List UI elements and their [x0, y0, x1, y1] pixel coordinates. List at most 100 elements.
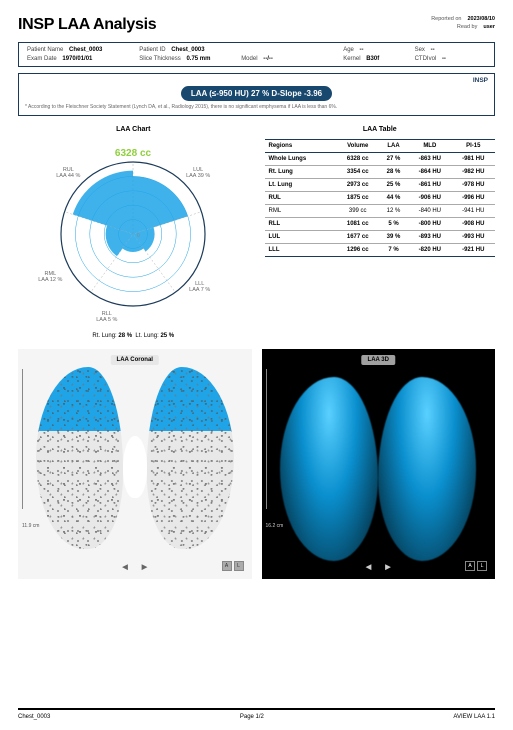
table-row: RUL1875 cc44 %-906 HU-996 HU: [265, 192, 496, 205]
table-cell: 1677 cc: [337, 231, 379, 244]
read-by-value: user: [483, 24, 495, 30]
ori-a: A: [465, 561, 475, 571]
lung-right-ct: [147, 367, 234, 549]
table-cell: -820 HU: [408, 244, 451, 257]
table-cell: -981 HU: [452, 153, 495, 166]
3d-scale: 16.2 cm: [266, 523, 284, 529]
patient-info-box: Patient Name Chest_0003 Patient ID Chest…: [18, 42, 495, 67]
svg-text:6328 cc: 6328 cc: [115, 148, 152, 159]
mediastinum: [123, 436, 147, 498]
model-value: --/--: [263, 56, 273, 62]
kernel-label: Kernel: [343, 56, 360, 62]
table-cell: 1875 cc: [337, 192, 379, 205]
table-cell: LUL: [265, 231, 337, 244]
patient-name-label: Patient Name: [27, 47, 63, 53]
table-cell: 5 %: [379, 218, 408, 231]
table-cell: -996 HU: [452, 192, 495, 205]
table-row: Lt. Lung2973 cc25 %-861 HU-978 HU: [265, 179, 496, 192]
pager-next[interactable]: ▶: [142, 563, 147, 571]
laa-table: RegionsVolumeLAAMLDPI-15Whole Lungs6328 …: [265, 139, 496, 257]
table-cell: 27 %: [379, 153, 408, 166]
table-header: Volume: [337, 140, 379, 153]
coronal-panel[interactable]: LAA Coronal 11.9 cm ◀ ▶ A L: [18, 349, 252, 579]
rt-lung-value: 28 %: [118, 333, 132, 339]
read-by-label: Read by: [457, 24, 478, 30]
summary-box: INSP LAA (≤-950 HU) 27 % D-Slope -3.96 *…: [18, 73, 495, 116]
reported-on-value: 2023/08/10: [467, 16, 495, 22]
table-cell: 2973 cc: [337, 179, 379, 192]
table-cell: -921 HU: [452, 244, 495, 257]
image-panels-row: LAA Coronal 11.9 cm ◀ ▶ A L LAA 3D 16.2 …: [18, 349, 495, 579]
table-cell: 39 %: [379, 231, 408, 244]
summary-pill: LAA (≤-950 HU) 27 % D-Slope -3.96: [181, 86, 332, 101]
pager-prev[interactable]: ◀: [122, 563, 127, 571]
table-cell: 6328 cc: [337, 153, 379, 166]
polar-chart: 6328 cc0 RULLAA 44 % LULLAA 39 % RMLLAA …: [38, 139, 228, 329]
coronal-pager: ◀ ▶: [122, 563, 147, 571]
table-cell: 1081 cc: [337, 218, 379, 231]
page-footer: Chest_0003 Page 1/2 AVIEW LAA 1.1: [18, 708, 495, 720]
table-cell: RLL: [265, 218, 337, 231]
ctdi-value: --: [442, 56, 446, 62]
header-meta: Reported on 2023/08/10 Read by user: [431, 16, 495, 31]
table-cell: 7 %: [379, 244, 408, 257]
table-header: Regions: [265, 140, 337, 153]
table-cell: 399 cc: [337, 205, 379, 218]
table-cell: -861 HU: [408, 179, 451, 192]
table-cell: 25 %: [379, 179, 408, 192]
table-title: LAA Table: [265, 126, 496, 133]
table-cell: -993 HU: [452, 231, 495, 244]
table-row: LLL1296 cc7 %-820 HU-921 HU: [265, 244, 496, 257]
chart-table-row: LAA Chart 6328 cc0 RULLAA 44 % LULLAA 39…: [18, 126, 495, 339]
sex-label: Sex: [415, 47, 425, 53]
3d-panel-label: LAA 3D: [362, 355, 395, 365]
table-row: LUL1677 cc39 %-893 HU-993 HU: [265, 231, 496, 244]
exam-date-value: 1970/01/01: [62, 56, 92, 62]
table-row: RLL1081 cc5 %-800 HU-908 HU: [265, 218, 496, 231]
table-cell: 28 %: [379, 166, 408, 179]
table-row: Rt. Lung3354 cc28 %-864 HU-982 HU: [265, 166, 496, 179]
table-cell: -863 HU: [408, 153, 451, 166]
footer-center: Page 1/2: [240, 714, 264, 720]
polar-label-rml: RMLLAA 12 %: [38, 271, 62, 283]
reported-on-label: Reported on: [431, 16, 461, 22]
polar-label-rul: RULLAA 44 %: [56, 167, 80, 179]
patient-id-label: Patient ID: [139, 47, 165, 53]
lung-left-3d: [280, 377, 378, 561]
table-row: RML399 cc12 %-840 HU-941 HU: [265, 205, 496, 218]
slice-value: 0.75 mm: [186, 56, 210, 62]
coronal-scale: 11.9 cm: [22, 523, 39, 529]
slice-label: Slice Thickness: [139, 56, 181, 62]
pager-next[interactable]: ▶: [385, 563, 390, 571]
page-title: INSP LAA Analysis: [18, 16, 156, 34]
ori-l: L: [477, 561, 487, 571]
coronal-orientation: A L: [222, 561, 244, 571]
ori-a: A: [222, 561, 232, 571]
table-cell: RML: [265, 205, 337, 218]
coronal-ruler: [22, 369, 26, 509]
table-row: Whole Lungs6328 cc27 %-863 HU-981 HU: [265, 153, 496, 166]
polar-label-rll: RLLLAA 5 %: [96, 311, 117, 323]
table-cell: -840 HU: [408, 205, 451, 218]
table-cell: -906 HU: [408, 192, 451, 205]
patient-id-value: Chest_0003: [171, 47, 204, 53]
polar-legend: Rt. Lung: 28 % Lt. Lung: 25 %: [92, 333, 174, 339]
coronal-panel-label: LAA Coronal: [111, 355, 159, 365]
table-cell: -800 HU: [408, 218, 451, 231]
table-cell: LLL: [265, 244, 337, 257]
3d-pager: ◀ ▶: [366, 563, 391, 571]
3d-panel[interactable]: LAA 3D 16.2 cm ◀ ▶ A L: [262, 349, 496, 579]
pager-prev[interactable]: ◀: [366, 563, 371, 571]
lt-lung-label: Lt. Lung:: [135, 333, 158, 339]
table-cell: Lt. Lung: [265, 179, 337, 192]
table-cell: 44 %: [379, 192, 408, 205]
ori-l: L: [234, 561, 244, 571]
table-cell: RUL: [265, 192, 337, 205]
insp-badge: INSP: [25, 77, 488, 84]
polar-label-lll: LLLLAA 7 %: [189, 281, 210, 293]
polar-column: LAA Chart 6328 cc0 RULLAA 44 % LULLAA 39…: [18, 126, 249, 339]
table-cell: Rt. Lung: [265, 166, 337, 179]
table-header: PI-15: [452, 140, 495, 153]
report-header: INSP LAA Analysis Reported on 2023/08/10 …: [18, 16, 495, 34]
table-cell: Whole Lungs: [265, 153, 337, 166]
